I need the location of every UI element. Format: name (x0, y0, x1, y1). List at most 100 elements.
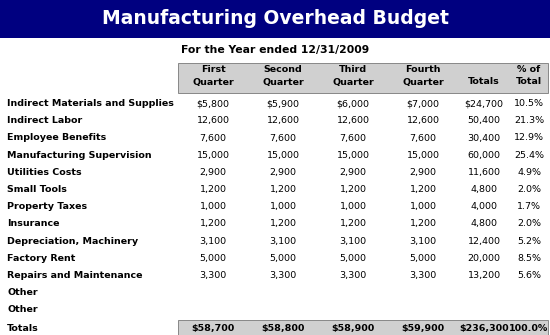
Text: Utilities Costs: Utilities Costs (7, 168, 81, 177)
Text: 1,200: 1,200 (339, 219, 366, 228)
Text: 1,000: 1,000 (200, 202, 227, 211)
Text: 15,000: 15,000 (337, 151, 370, 160)
Text: Total: Total (516, 77, 542, 86)
Bar (178, 320, 548, 335)
Text: 5,000: 5,000 (270, 254, 296, 263)
Text: 4,800: 4,800 (470, 185, 498, 194)
Text: 3,300: 3,300 (270, 271, 296, 280)
Text: 3,300: 3,300 (409, 271, 437, 280)
Text: Small Tools: Small Tools (7, 185, 67, 194)
Text: 100.0%: 100.0% (509, 324, 549, 333)
Text: 11,600: 11,600 (468, 168, 500, 177)
Text: 1,200: 1,200 (339, 185, 366, 194)
Text: 13,200: 13,200 (468, 271, 500, 280)
Text: Repairs and Maintenance: Repairs and Maintenance (7, 271, 142, 280)
Text: 15,000: 15,000 (196, 151, 229, 160)
Text: Indirect Labor: Indirect Labor (7, 116, 82, 125)
Text: 3,300: 3,300 (339, 271, 367, 280)
Text: 8.5%: 8.5% (517, 254, 541, 263)
Text: $59,900: $59,900 (402, 324, 444, 333)
Text: Indirect Materials and Supplies: Indirect Materials and Supplies (7, 99, 174, 108)
Text: $24,700: $24,700 (465, 99, 503, 108)
Text: Manufacturing Supervision: Manufacturing Supervision (7, 151, 152, 160)
Text: Third: Third (339, 66, 367, 74)
Text: Quarter: Quarter (192, 77, 234, 86)
Text: 25.4%: 25.4% (514, 151, 544, 160)
Text: 12,600: 12,600 (337, 116, 370, 125)
Text: 5.6%: 5.6% (517, 271, 541, 280)
Text: 1,000: 1,000 (339, 202, 366, 211)
Text: 2,900: 2,900 (270, 168, 296, 177)
Text: $58,900: $58,900 (331, 324, 375, 333)
Text: 7,600: 7,600 (270, 134, 296, 142)
Text: 12,600: 12,600 (267, 116, 300, 125)
Text: 12.9%: 12.9% (514, 134, 544, 142)
Bar (0, 0, 550, 38)
Text: Quarter: Quarter (332, 77, 374, 86)
Text: 1,200: 1,200 (270, 185, 296, 194)
Text: 2,900: 2,900 (339, 168, 366, 177)
Text: 15,000: 15,000 (267, 151, 300, 160)
Text: 30,400: 30,400 (468, 134, 500, 142)
Text: First: First (201, 66, 226, 74)
Text: 4,000: 4,000 (470, 202, 498, 211)
Text: $7,000: $7,000 (406, 99, 439, 108)
Text: Other: Other (7, 288, 37, 297)
Text: Factory Rent: Factory Rent (7, 254, 75, 263)
Text: Totals: Totals (7, 324, 39, 333)
Text: Depreciation, Machinery: Depreciation, Machinery (7, 237, 138, 246)
Text: 3,100: 3,100 (409, 237, 437, 246)
Text: 12,600: 12,600 (196, 116, 229, 125)
Text: 3,100: 3,100 (270, 237, 296, 246)
Text: 10.5%: 10.5% (514, 99, 544, 108)
Text: 12,400: 12,400 (468, 237, 500, 246)
Text: 3,300: 3,300 (199, 271, 227, 280)
Bar (178, 63, 548, 93)
Text: 2,900: 2,900 (200, 168, 227, 177)
Text: Fourth: Fourth (405, 66, 441, 74)
Text: For the Year ended 12/31/2009: For the Year ended 12/31/2009 (181, 45, 369, 55)
Text: 4.9%: 4.9% (517, 168, 541, 177)
Text: $6,000: $6,000 (337, 99, 370, 108)
Text: 21.3%: 21.3% (514, 116, 544, 125)
Text: 2,900: 2,900 (410, 168, 437, 177)
Text: Manufacturing Overhead Budget: Manufacturing Overhead Budget (102, 9, 448, 28)
Text: 2.0%: 2.0% (517, 185, 541, 194)
Text: $58,800: $58,800 (261, 324, 305, 333)
Text: 7,600: 7,600 (410, 134, 437, 142)
Text: $5,900: $5,900 (267, 99, 300, 108)
Text: 1.7%: 1.7% (517, 202, 541, 211)
Text: 1,200: 1,200 (200, 185, 227, 194)
Text: 12,600: 12,600 (406, 116, 439, 125)
Text: $5,800: $5,800 (196, 99, 229, 108)
Text: 1,200: 1,200 (410, 219, 437, 228)
Text: 1,200: 1,200 (270, 219, 296, 228)
Text: $236,300: $236,300 (459, 324, 509, 333)
Text: Quarter: Quarter (402, 77, 444, 86)
Text: 2.0%: 2.0% (517, 219, 541, 228)
Text: 7,600: 7,600 (200, 134, 227, 142)
Text: 1,200: 1,200 (200, 219, 227, 228)
Text: 7,600: 7,600 (339, 134, 366, 142)
Text: 1,000: 1,000 (270, 202, 296, 211)
Text: 4,800: 4,800 (470, 219, 498, 228)
Text: 20,000: 20,000 (468, 254, 500, 263)
Text: 5,000: 5,000 (339, 254, 366, 263)
Text: 5,000: 5,000 (200, 254, 227, 263)
Text: 15,000: 15,000 (406, 151, 439, 160)
Text: Property Taxes: Property Taxes (7, 202, 87, 211)
Text: Second: Second (263, 66, 302, 74)
Text: 1,200: 1,200 (410, 185, 437, 194)
Text: 50,400: 50,400 (468, 116, 500, 125)
Text: % of: % of (518, 66, 541, 74)
Text: Other: Other (7, 306, 37, 315)
Text: 1,000: 1,000 (410, 202, 437, 211)
Text: Insurance: Insurance (7, 219, 59, 228)
Text: Quarter: Quarter (262, 77, 304, 86)
Text: $58,700: $58,700 (191, 324, 235, 333)
Text: 60,000: 60,000 (468, 151, 500, 160)
Text: 3,100: 3,100 (339, 237, 366, 246)
Text: Totals: Totals (468, 77, 500, 86)
Text: 5,000: 5,000 (410, 254, 437, 263)
Text: 3,100: 3,100 (200, 237, 227, 246)
